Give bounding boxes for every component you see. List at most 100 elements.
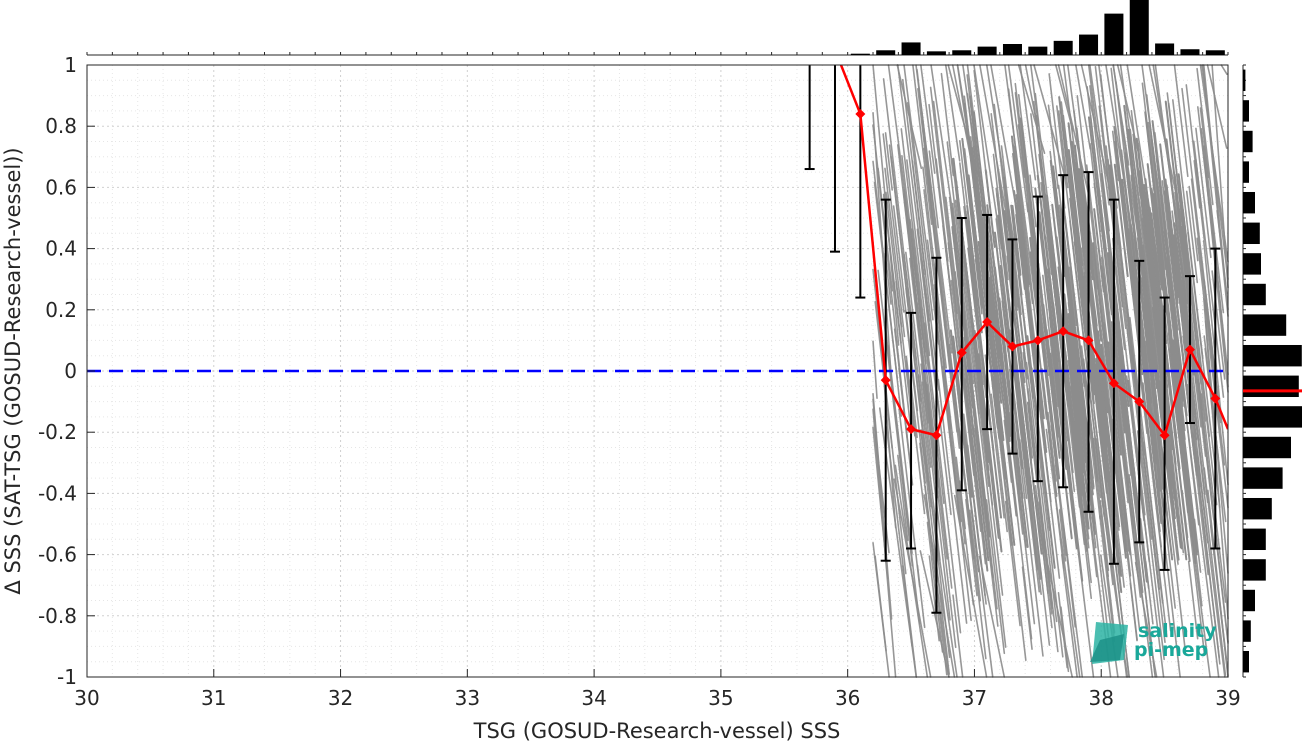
scatter-streak: [920, 429, 951, 675]
scatter-streak: [1113, 125, 1137, 308]
right-hist-bar: [1243, 497, 1272, 520]
scatter-streak: [1143, 441, 1164, 604]
scatter-streak: [1136, 430, 1165, 661]
scatter-streak: [979, 64, 1011, 235]
y-tick-label: 0.4: [45, 237, 77, 261]
scatter-streak: [1186, 383, 1221, 665]
scatter-streak: [966, 219, 979, 307]
mean-point: [1159, 430, 1170, 441]
scatter-streak: [928, 150, 940, 229]
scatter-streak: [932, 100, 967, 383]
scatter-streak: [885, 191, 903, 328]
scatter-streak: [1129, 582, 1138, 642]
right-hist-bar: [1243, 528, 1266, 551]
scatter-streak: [897, 144, 914, 278]
scatter-streak: [917, 302, 953, 589]
top-hist-bar: [926, 51, 946, 55]
mean-line: [839, 65, 1228, 438]
scatter-streak: [991, 288, 1011, 442]
scatter-streak: [1114, 265, 1126, 351]
scatter-streak: [1206, 64, 1228, 149]
mean-point: [855, 108, 866, 119]
scatter-streak: [1220, 64, 1228, 75]
scatter-streak: [1054, 496, 1065, 569]
scatter-streak: [1019, 117, 1045, 313]
x-tick-label: 35: [708, 686, 733, 710]
scatter-streak: [901, 78, 927, 276]
scatter-streak: [1146, 163, 1164, 291]
scatter-streak: [1127, 379, 1145, 514]
scatter-streak: [1127, 480, 1135, 529]
scatter-streak: [1173, 222, 1190, 346]
top-hist-bar: [1028, 46, 1048, 55]
scatter-streak: [955, 456, 975, 606]
scatter-streak: [1038, 523, 1074, 678]
scatter-streak: [874, 555, 887, 652]
scatter-streak: [1049, 352, 1073, 540]
scatter-streak: [928, 555, 940, 642]
mean-point: [1210, 393, 1221, 404]
scatter-streak: [1010, 135, 1031, 286]
scatter-streak: [884, 132, 893, 191]
scatter-streak: [1003, 419, 1013, 483]
right-hist-bar: [1243, 375, 1299, 398]
y-tick-label: 0.8: [45, 114, 77, 138]
scatter-streak: [1196, 237, 1229, 509]
scatter-streak: [959, 139, 968, 206]
right-hist-bar: [1243, 69, 1246, 92]
scatter-streak: [984, 169, 996, 248]
scatter-streak: [1019, 64, 1037, 181]
scatter-streak: [952, 594, 964, 678]
scatter-streak: [1144, 178, 1167, 358]
scatter-streak: [951, 202, 975, 385]
scatter-streak: [942, 366, 962, 523]
top-histogram: [86, 0, 1229, 56]
right-hist-bar: [1243, 161, 1249, 183]
scatter-streak: [1129, 223, 1153, 404]
scatter-streak: [1035, 494, 1053, 629]
scatter-streak: [944, 64, 961, 162]
scatter-streak: [985, 300, 1016, 546]
y-tick-label: 0.6: [45, 175, 77, 199]
scatter-streak: [1197, 106, 1215, 242]
scatter-streak: [1141, 276, 1159, 409]
top-hist-bar: [876, 50, 896, 55]
scatter-streak: [1132, 278, 1162, 519]
scatter-streak: [1007, 88, 1043, 380]
x-tick-label: 30: [74, 686, 99, 710]
scatter-streak: [973, 64, 1003, 250]
top-hist-bar: [977, 46, 997, 55]
scatter-streak: [1099, 515, 1116, 642]
scatter-streak: [1095, 438, 1114, 586]
scatter-streak: [965, 498, 978, 597]
scatter-streak: [1042, 274, 1059, 407]
scatter-streak: [1211, 64, 1229, 289]
scatter-streak: [1049, 159, 1066, 278]
scatter-streak: [1075, 64, 1092, 150]
right-hist-bar: [1243, 344, 1302, 367]
top-hist-bar: [1104, 13, 1124, 55]
scatter-streak: [1037, 484, 1053, 609]
scatter-streak: [1092, 354, 1123, 594]
scatter-streak: [1214, 427, 1227, 523]
scatter-streak: [1011, 325, 1035, 510]
salinity-pimep-logo: salinity pi-mep: [1090, 620, 1217, 664]
scatter-streak: [919, 442, 948, 676]
scatter-streak: [1174, 182, 1187, 269]
scatter-streak: [882, 133, 905, 313]
top-hist-bar: [1155, 43, 1175, 55]
logo-shape-shade-icon: [1090, 634, 1124, 662]
right-hist-bar: [1243, 253, 1261, 275]
scatter-streak: [1089, 64, 1110, 206]
scatter-streak: [920, 64, 936, 174]
mean-point: [880, 375, 891, 386]
scatter-streak: [1029, 174, 1037, 228]
scatter-streak: [972, 145, 982, 208]
scatter-streak: [898, 408, 921, 588]
scatter-streak: [893, 328, 912, 472]
scatter-streak: [1202, 64, 1229, 317]
scatter-streak: [1177, 173, 1187, 238]
scatter-streak: [1086, 86, 1107, 252]
scatter-streak: [1173, 64, 1189, 178]
